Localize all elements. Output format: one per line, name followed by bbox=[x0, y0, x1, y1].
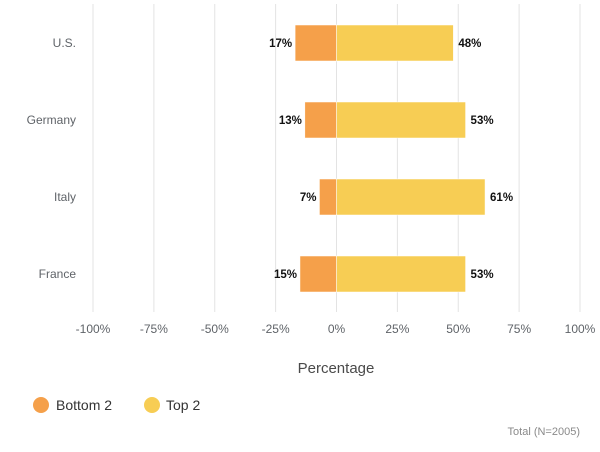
bar-top-2 bbox=[336, 101, 466, 139]
legend-swatch-bottom-2 bbox=[33, 397, 49, 413]
x-tick-label: 100% bbox=[565, 322, 596, 336]
bar-bottom-2 bbox=[304, 101, 337, 139]
legend-label: Bottom 2 bbox=[56, 397, 112, 413]
data-label: 53% bbox=[471, 269, 494, 281]
data-label: 48% bbox=[458, 38, 481, 50]
bars bbox=[294, 24, 486, 293]
x-axis-title: Percentage bbox=[298, 360, 375, 377]
category-labels: U.S. Germany Italy France bbox=[27, 36, 77, 281]
bar-top-2 bbox=[336, 255, 466, 293]
legend-swatch-top-2 bbox=[144, 397, 160, 413]
bar-bottom-2 bbox=[299, 255, 337, 293]
data-label: 53% bbox=[471, 115, 494, 127]
category-label: Germany bbox=[27, 113, 76, 127]
bar-bottom-2 bbox=[319, 178, 337, 216]
category-label: U.S. bbox=[53, 36, 76, 50]
data-label: 17% bbox=[269, 38, 292, 50]
data-label: 61% bbox=[490, 192, 513, 204]
x-tick-label: -25% bbox=[262, 322, 290, 336]
bar-bottom-2 bbox=[294, 24, 337, 62]
data-label: 7% bbox=[300, 192, 317, 204]
bar-top-2 bbox=[336, 178, 486, 216]
x-tick-label: 75% bbox=[507, 322, 531, 336]
x-axis-ticks: -100% -75% -50% -25% 0% 25% 50% 75% 100% bbox=[76, 322, 596, 336]
data-label: 15% bbox=[274, 269, 297, 281]
data-label: 13% bbox=[279, 115, 302, 127]
category-label: France bbox=[39, 267, 77, 281]
x-tick-label: -100% bbox=[76, 322, 111, 336]
legend: Bottom 2 Top 2 bbox=[33, 397, 200, 413]
data-labels: 17% 13% 7% 15% 48% 53% 61% 53% bbox=[269, 38, 513, 281]
bar-top-2 bbox=[336, 24, 454, 62]
category-label: Italy bbox=[54, 190, 76, 204]
x-tick-label: -50% bbox=[201, 322, 229, 336]
legend-label: Top 2 bbox=[166, 397, 200, 413]
x-tick-label: 0% bbox=[328, 322, 346, 336]
x-tick-label: 25% bbox=[385, 322, 409, 336]
x-tick-label: 50% bbox=[446, 322, 470, 336]
footnote: Total (N=2005) bbox=[508, 426, 580, 438]
x-tick-label: -75% bbox=[140, 322, 168, 336]
